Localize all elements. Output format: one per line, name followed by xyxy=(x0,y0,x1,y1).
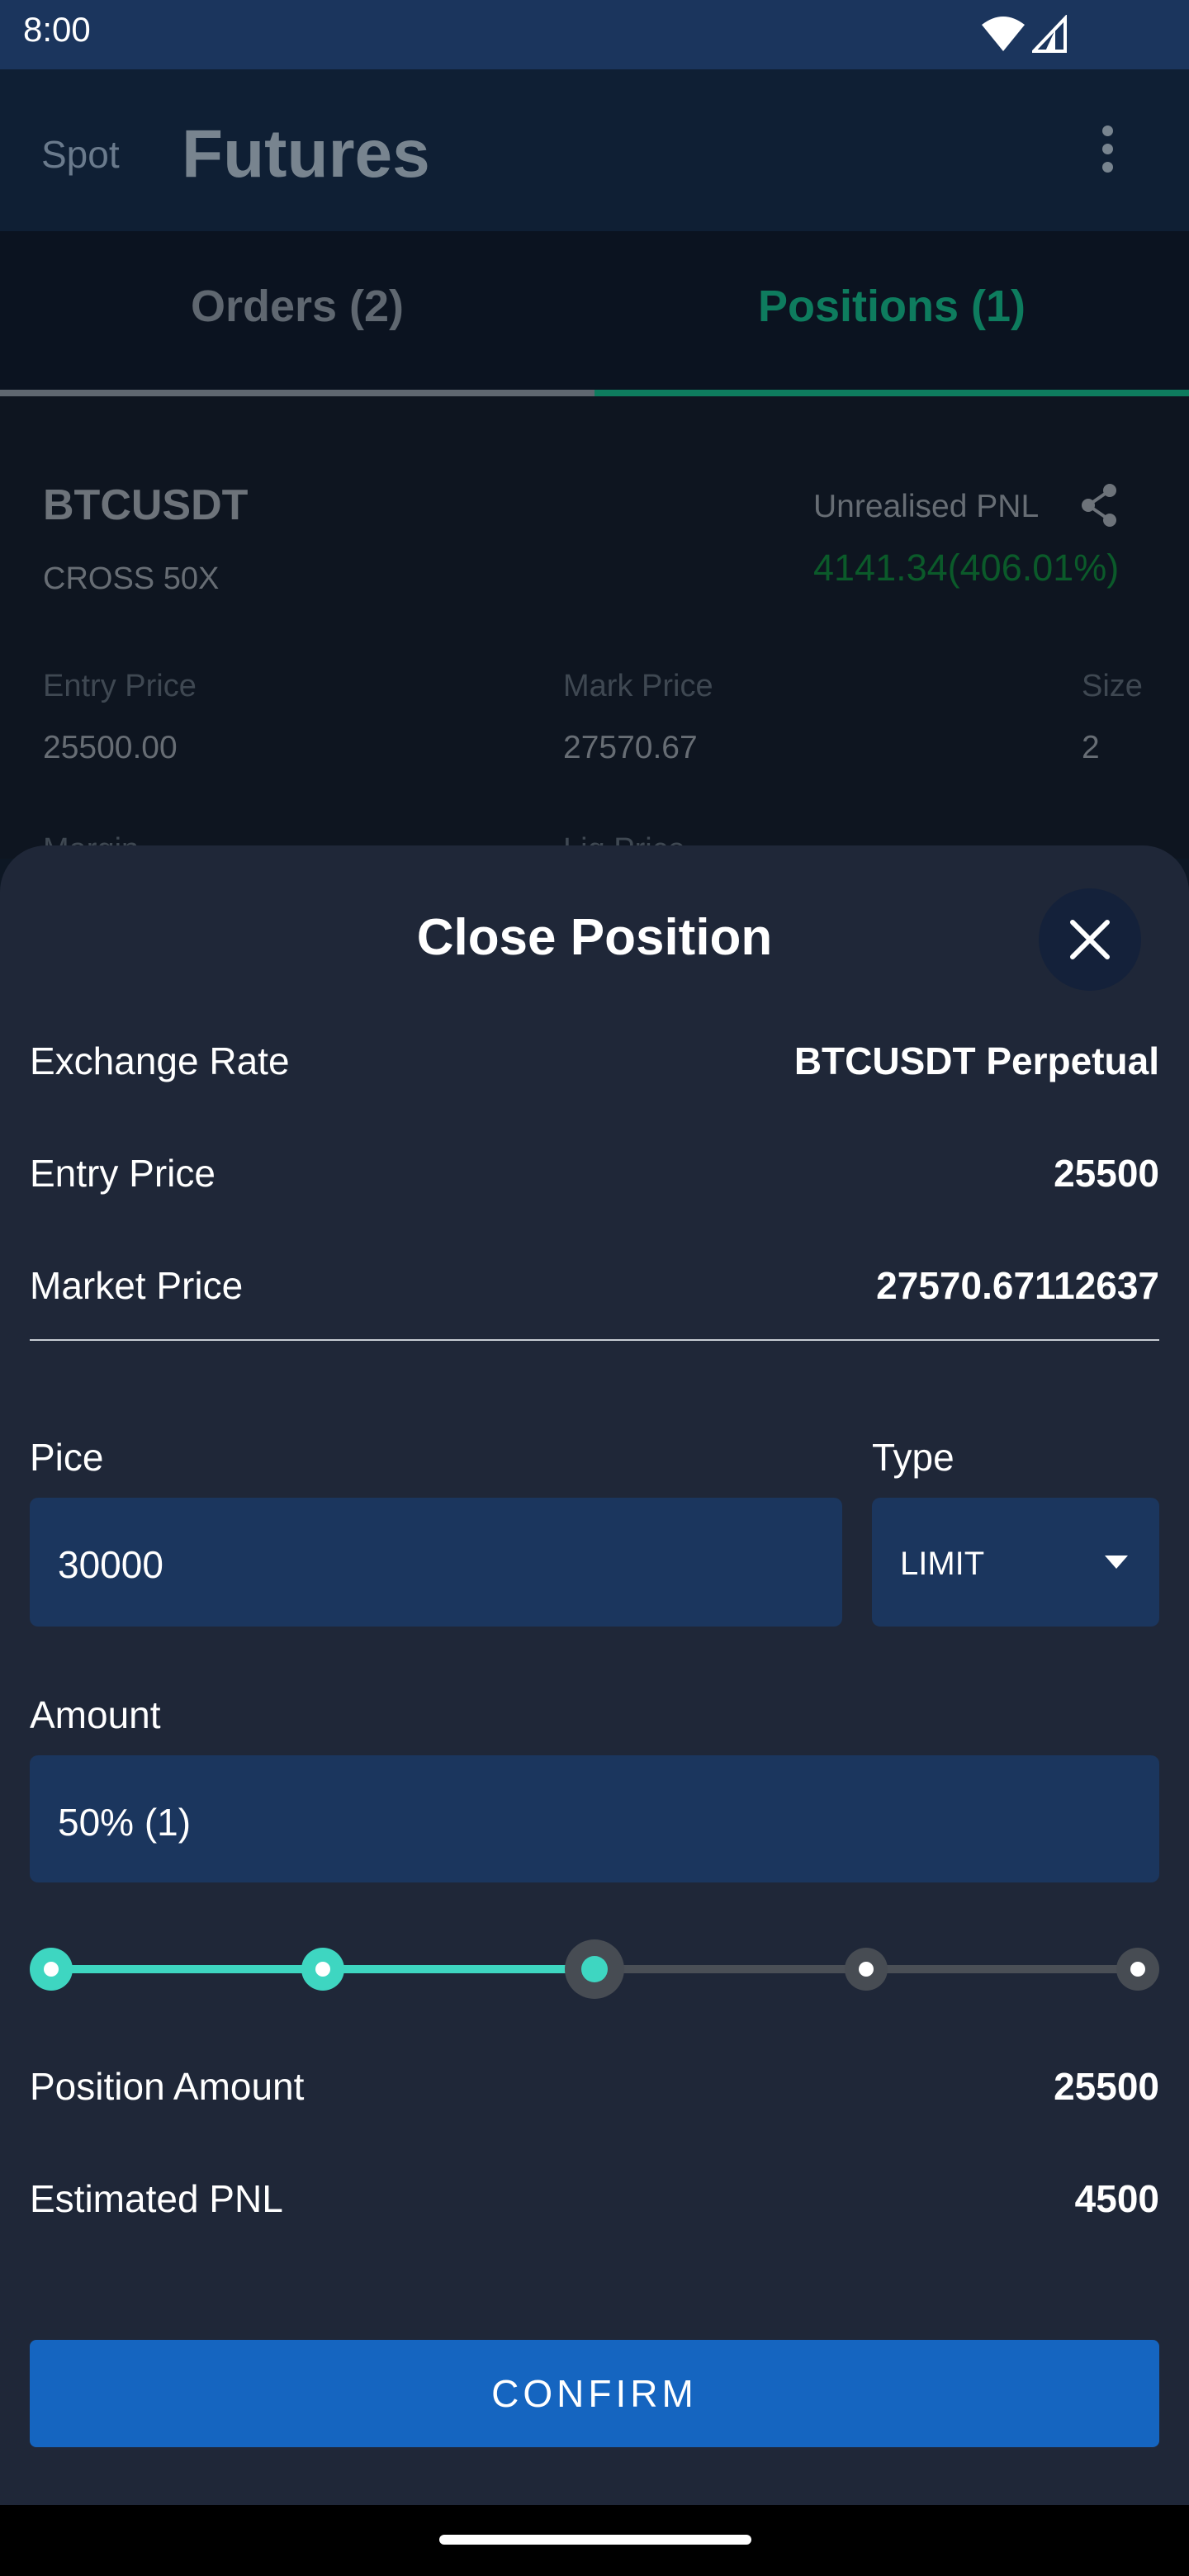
wifi-icon xyxy=(982,17,1025,51)
slider-stop[interactable] xyxy=(845,1948,888,1991)
unrealised-pnl-label: Unrealised PNL xyxy=(813,489,1040,524)
position-symbol: BTCUSDT xyxy=(43,481,249,529)
home-indicator[interactable] xyxy=(439,2535,751,2545)
amount-label: Amount xyxy=(30,1693,161,1736)
divider xyxy=(30,1339,1159,1341)
close-position-sheet xyxy=(0,845,1189,2505)
margin-mode: CROSS 50X xyxy=(43,561,220,596)
slider-stop-dot xyxy=(581,1956,608,1982)
price-input-value[interactable]: 30000 xyxy=(58,1543,163,1586)
spot-tab[interactable]: Spot xyxy=(41,133,120,176)
confirm-button[interactable]: CONFIRM xyxy=(30,2340,1159,2447)
entry-price-value: 25500.00 xyxy=(43,730,178,765)
slider-stop-dot xyxy=(315,1962,330,1977)
close-button[interactable] xyxy=(1039,888,1141,991)
mark-price-label: Mark Price xyxy=(563,669,713,703)
slider-stop[interactable] xyxy=(1116,1948,1159,1991)
mark-price-value: 27570.67 xyxy=(563,730,698,765)
more-vert-icon[interactable] xyxy=(1098,124,1118,173)
unrealised-pnl-value: 4141.34(406.01%) xyxy=(813,547,1120,589)
dropdown-arrow-icon[interactable] xyxy=(1105,1556,1128,1569)
amount-input[interactable] xyxy=(30,1755,1159,1882)
type-label: Type xyxy=(872,1436,955,1479)
slider-stop-dot xyxy=(859,1962,874,1977)
estimated-pnl-label: Estimated PNL xyxy=(30,2177,283,2220)
slider-stop-dot xyxy=(44,1962,59,1977)
estimated-pnl-value: 4500 xyxy=(1074,2177,1159,2220)
tab-indicator-orders xyxy=(0,390,594,396)
size-label: Size xyxy=(1082,669,1143,703)
exchange-rate-label: Exchange Rate xyxy=(30,1039,290,1082)
slider-stop-dot xyxy=(1130,1962,1145,1977)
sheet-title: Close Position xyxy=(416,909,773,966)
futures-title[interactable]: Futures xyxy=(182,116,430,192)
price-label: Pice xyxy=(30,1436,104,1479)
app-bar xyxy=(0,69,1189,231)
slider-stop[interactable] xyxy=(301,1948,344,1991)
status-time: 8:00 xyxy=(23,10,91,49)
tab-positions[interactable]: Positions (1) xyxy=(757,282,1026,331)
amount-input-value[interactable]: 50% (1) xyxy=(58,1801,192,1844)
size-value: 2 xyxy=(1082,730,1100,765)
signal-icon xyxy=(1032,15,1067,53)
market-price-label: Market Price xyxy=(30,1264,244,1307)
sheet-entry-price-label: Entry Price xyxy=(30,1152,216,1195)
price-input[interactable] xyxy=(30,1498,842,1627)
entry-price-label: Entry Price xyxy=(43,669,197,703)
type-select-value[interactable]: LIMIT xyxy=(900,1546,985,1582)
share-icon[interactable] xyxy=(1078,482,1120,528)
tab-bar xyxy=(0,231,1189,396)
position-amount-value: 25500 xyxy=(1054,2065,1159,2108)
slider-stop[interactable] xyxy=(30,1948,73,1991)
market-price-value: 27570.67112637 xyxy=(876,1264,1159,1307)
close-icon xyxy=(1070,920,1110,959)
position-amount-label: Position Amount xyxy=(30,2065,305,2108)
exchange-rate-value: BTCUSDT Perpetual xyxy=(793,1039,1159,1082)
tab-indicator-positions xyxy=(594,390,1189,396)
slider-stop[interactable] xyxy=(565,1939,624,1999)
sheet-entry-price-value: 25500 xyxy=(1054,1152,1159,1195)
position-card xyxy=(0,396,1189,859)
tab-orders[interactable]: Orders (2) xyxy=(190,282,405,331)
